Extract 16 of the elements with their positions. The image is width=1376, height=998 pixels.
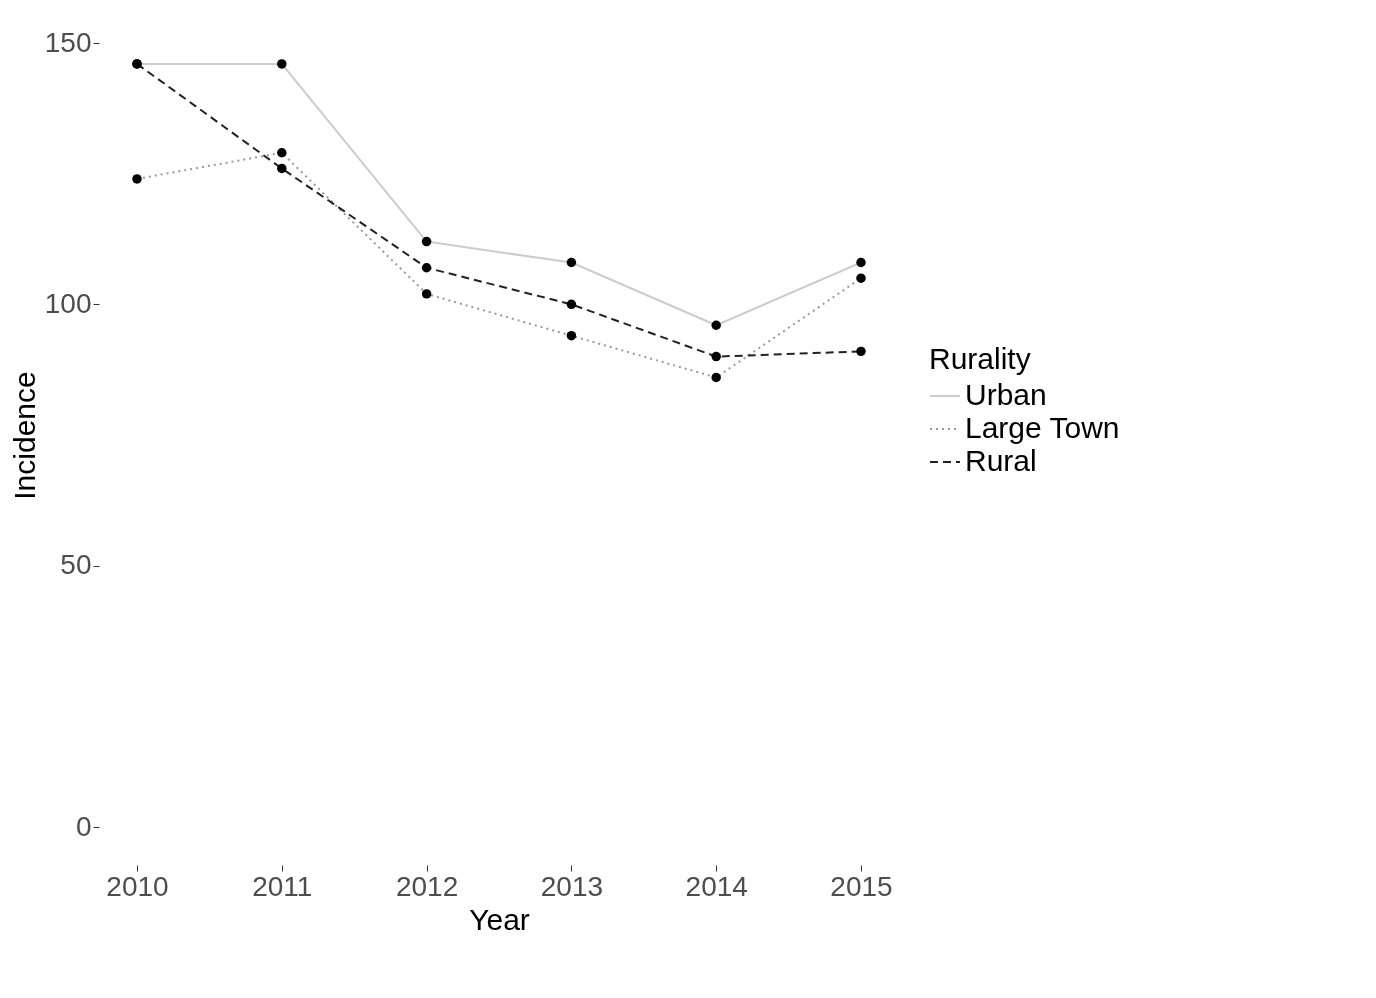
y-tick-label: 50 bbox=[60, 549, 92, 581]
legend-label: Large Town bbox=[965, 411, 1120, 444]
x-tick-label: 2014 bbox=[685, 870, 748, 902]
y-axis-title: Incidence bbox=[7, 371, 41, 500]
legend-label: Urban bbox=[965, 378, 1047, 411]
x-tick-label: 2011 bbox=[252, 870, 313, 902]
x-tick-label: 2013 bbox=[540, 870, 604, 902]
y-tick-label: 150 bbox=[44, 26, 92, 58]
x-tick-label: 2012 bbox=[395, 870, 459, 902]
legend-label: Rural bbox=[965, 444, 1037, 477]
y-tick-label: 100 bbox=[44, 287, 92, 319]
x-tick-label: 2010 bbox=[106, 870, 169, 902]
legend-title: Rurality bbox=[929, 342, 1031, 375]
x-tick-label: 2015 bbox=[830, 870, 893, 902]
y-tick-label: 0 bbox=[75, 810, 92, 842]
x-axis-title: Year bbox=[469, 902, 530, 936]
